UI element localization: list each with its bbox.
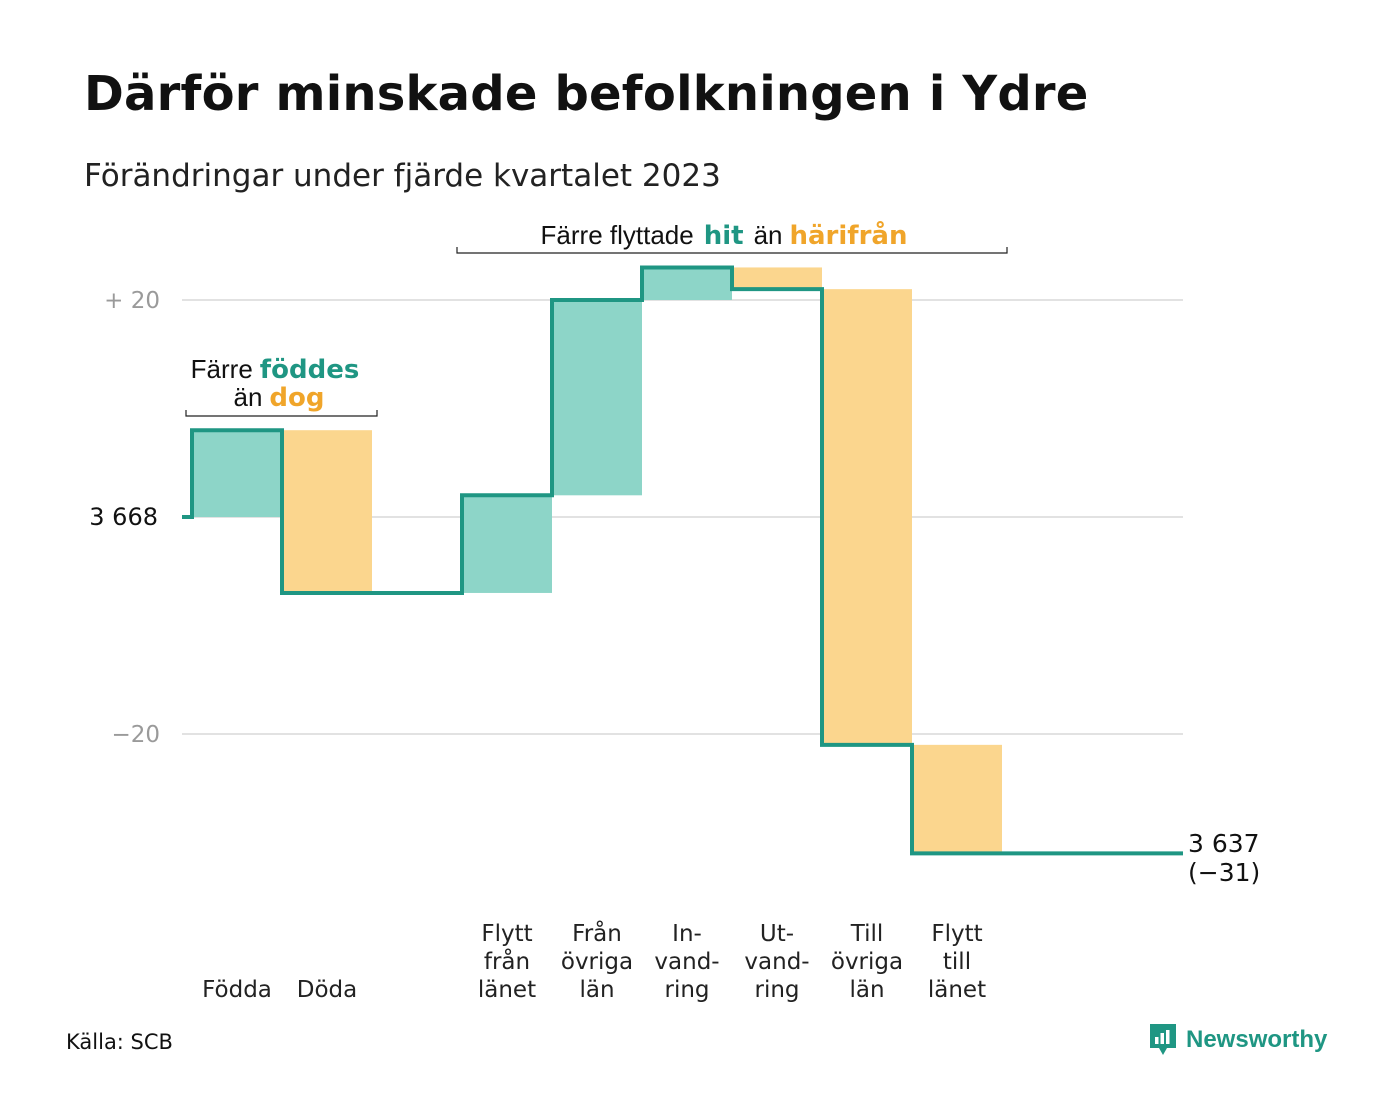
category-label-fodda: Födda [202, 977, 272, 1003]
bar-fran-ovriga-lan [552, 300, 642, 496]
start-value-label: 3 668 [89, 503, 158, 531]
births-annotation-hit: föddes [260, 355, 360, 385]
moves-annotation-hit: hit [704, 221, 744, 251]
category-label-utvandring: Ut- [760, 921, 794, 947]
category-label-till-ovriga-lan: Till [850, 921, 884, 947]
category-label-doda: Döda [297, 977, 357, 1003]
births-bracket [185, 410, 378, 417]
newsworthy-logo-text: Newsworthy [1186, 1026, 1328, 1053]
end-value-label: 3 637 [1188, 829, 1260, 858]
bar-flytt-fran-lanet [462, 495, 552, 593]
births-annotation-line1: Färre föddes [191, 354, 360, 385]
category-label-fran-ovriga-lan: län [579, 977, 614, 1003]
births-annotation-line2: än dog [233, 382, 324, 413]
category-label-till-ovriga-lan: län [849, 977, 884, 1003]
newsworthy-logo-icon [1150, 1024, 1176, 1055]
moves-bracket [456, 247, 1008, 254]
category-label-fran-ovriga-lan: övriga [561, 949, 633, 975]
category-label-till-ovriga-lan: övriga [831, 949, 903, 975]
category-label-flytt-fran-lanet: Flytt [481, 921, 532, 947]
moves-annotation-away: härifrån [789, 219, 907, 251]
category-label-utvandring: vand- [744, 949, 809, 975]
moves-annotation-mid: än [754, 220, 783, 250]
category-label-invandring: In- [672, 921, 702, 947]
newsworthy-logo: Newsworthy [1148, 1022, 1327, 1058]
step-line [182, 265, 1183, 856]
chart-title: Därför minskade befolkningen i Ydre [84, 66, 1089, 122]
category-label-flytt-till-lanet: till [943, 949, 971, 975]
category-label-flytt-fran-lanet: länet [478, 977, 536, 1003]
bars-group [192, 267, 1002, 854]
bar-till-ovriga-lan [822, 289, 912, 745]
category-label-invandring: vand- [654, 949, 719, 975]
bar-doda [282, 430, 372, 593]
category-label-fran-ovriga-lan: Från [572, 919, 622, 947]
births-annotation-mid: än [233, 382, 262, 412]
category-label-flytt-till-lanet: länet [928, 977, 986, 1003]
births-annotation-away: dog [269, 383, 324, 413]
category-label-utvandring: ring [754, 977, 799, 1003]
bar-flytt-till-lanet [912, 744, 1002, 854]
y-tick-label: −20 [111, 722, 160, 748]
births-annotation-pre: Färre [191, 354, 253, 384]
y-tick-label: + 20 [104, 288, 160, 314]
source-note: Källa: SCB [66, 1030, 173, 1054]
category-label-flytt-till-lanet: Flytt [931, 921, 982, 947]
chart-subtitle: Förändringar under fjärde kvartalet 2023 [84, 158, 721, 194]
category-label-flytt-fran-lanet: från [484, 947, 530, 975]
moves-annotation-pre: Färre flyttade [541, 220, 694, 250]
moves-annotation: Färre flyttade hit än härifrån [541, 219, 908, 251]
bar-fodda [192, 430, 282, 517]
end-change-label: (−31) [1188, 858, 1260, 887]
bar-utvandring [732, 267, 822, 290]
bar-invandring [642, 267, 732, 300]
category-label-invandring: ring [664, 977, 709, 1003]
